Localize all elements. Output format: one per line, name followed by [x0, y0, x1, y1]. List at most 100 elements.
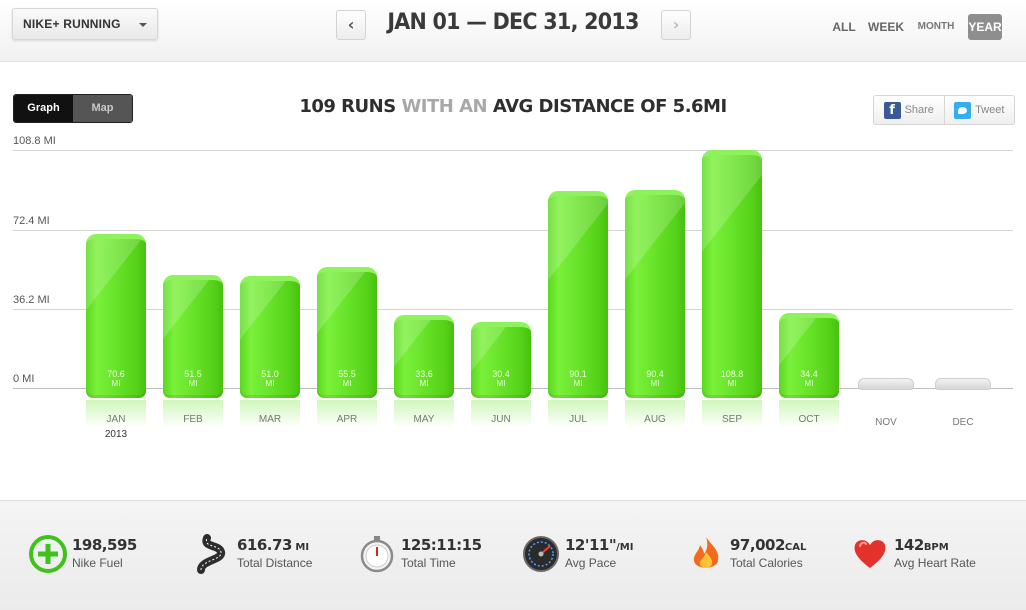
next-period-button[interactable]: › [661, 10, 691, 40]
date-range-title: JAN 01 — DEC 31, 2013 [387, 10, 639, 35]
summary-connector: WITH AN [395, 96, 493, 117]
bar-value-label: 30.4 [492, 369, 510, 379]
bar-value-label: 34.4 [800, 369, 818, 379]
graph-view-button[interactable]: Graph [14, 95, 73, 122]
heart-icon [854, 540, 886, 568]
view-toggle: Graph Map [13, 94, 133, 123]
bar-unit-label: MI [727, 379, 737, 388]
chart-bar-jan[interactable] [86, 233, 146, 398]
bar-reflection [702, 400, 762, 428]
bar-unit-label: MI [265, 379, 275, 388]
y-axis-tick-label: 108.8 MI [13, 134, 56, 147]
chart-bar-may[interactable] [394, 314, 454, 398]
flame-icon [693, 537, 719, 568]
app-selector-dropdown[interactable]: NIKE+ RUNNING [12, 8, 158, 40]
chart-bar-empty-dec [935, 378, 991, 390]
nike-fuel-icon [29, 535, 67, 573]
y-axis-tick-label: 0 MI [13, 372, 35, 385]
stat-label: Total Distance [237, 556, 313, 570]
bar-reflection [394, 400, 454, 428]
x-axis-month-label: AUG [644, 414, 666, 425]
runs-summary: 109 RUNS WITH AN AVG DISTANCE OF 5.6MI [200, 96, 826, 117]
chart-bar-aug[interactable] [625, 190, 685, 398]
chart-bar-jun[interactable] [471, 321, 531, 398]
bar-value-label: 90.1 [569, 369, 587, 379]
x-axis-month-label: OCT [798, 414, 820, 425]
stat-label: Total Calories [730, 556, 803, 570]
x-axis-month-label: JUL [569, 414, 587, 425]
bar-reflection [86, 400, 146, 428]
twitter-tweet-button[interactable]: Tweet [943, 96, 1015, 124]
chart-bar-apr[interactable] [317, 266, 377, 398]
stat-label: Total Time [401, 556, 456, 570]
bar-reflection [548, 400, 608, 428]
period-all-button[interactable]: ALL [832, 20, 856, 34]
chevron-down-icon [139, 23, 147, 27]
y-axis-tick-label: 72.4 MI [13, 214, 50, 227]
stat-value: 142 [894, 536, 924, 554]
stat-value: 97,002 [730, 536, 785, 554]
summary-runs: 109 RUNS [299, 96, 396, 117]
period-year-button[interactable]: YEAR [968, 14, 1002, 40]
stat-value: 198,595 [72, 536, 137, 554]
x-axis-month-label: MAY [413, 414, 435, 425]
y-axis-tick-label: 36.2 MI [13, 293, 50, 306]
chart-bar-sep[interactable] [702, 150, 762, 398]
speedometer-icon [523, 536, 559, 572]
app-selector-label: NIKE+ RUNNING [23, 17, 121, 31]
bar-reflection [240, 400, 300, 428]
monthly-distance-chart: 0 MI 36.2 MI 72.4 MI 108.8 MI 70.6 MI JAN 2013 5… [0, 135, 1026, 450]
bar-unit-label: MI [804, 379, 814, 388]
bar-value-label: 90.4 [646, 369, 664, 379]
bar-reflection [779, 400, 839, 428]
chart-bar-empty-nov [858, 378, 914, 390]
chart-bar-feb[interactable] [163, 275, 223, 398]
twitter-icon [954, 101, 972, 119]
chart-bar-oct[interactable] [779, 312, 839, 398]
facebook-share-button[interactable]: f Share [874, 96, 944, 124]
bar-value-label: 70.6 [107, 369, 125, 379]
bar-unit-label: MI [496, 379, 506, 388]
twitter-tweet-label: Tweet [975, 104, 1005, 116]
bar-unit-label: MI [188, 379, 198, 388]
x-axis-month-label: FEB [183, 414, 203, 425]
previous-period-button[interactable]: ‹ [336, 10, 366, 40]
stat-unit: BPM [923, 542, 949, 553]
facebook-icon: f [883, 101, 901, 119]
period-month-button[interactable]: MONTH [917, 21, 955, 32]
x-axis-month-label: SEP [721, 414, 742, 425]
period-week-button[interactable]: WEEK [868, 20, 904, 34]
stat-unit: /MI [616, 542, 634, 553]
chart-bar-mar[interactable] [240, 276, 300, 398]
bar-reflection [471, 400, 531, 428]
stat-value: 125:11:15 [401, 536, 482, 554]
chart-bar-jul[interactable] [548, 190, 608, 398]
summary-avg-distance: AVG DISTANCE OF 5.6MI [492, 96, 727, 117]
x-axis-month-label: JAN [106, 414, 126, 425]
bar-unit-label: MI [419, 379, 429, 388]
x-axis-month-label: NOV [875, 417, 897, 428]
top-bar: NIKE+ RUNNING ‹ JAN 01 — DEC 31, 2013 › … [0, 0, 1026, 62]
stat-label: Avg Pace [565, 556, 617, 570]
x-axis-year-label: 2013 [104, 429, 128, 440]
x-axis-month-label: APR [336, 414, 358, 425]
bar-value-label: 33.6 [415, 369, 433, 379]
road-icon [197, 534, 225, 574]
bar-value-label: 108.8 [720, 369, 744, 379]
bar-reflection [163, 400, 223, 428]
stat-unit: MI [291, 542, 310, 553]
bar-unit-label: MI [342, 379, 352, 388]
stopwatch-icon [360, 536, 394, 573]
bar-unit-label: MI [650, 379, 660, 388]
stat-value: 616.73 [237, 536, 292, 554]
bar-value-label: 51.0 [261, 369, 279, 379]
stat-label: Nike Fuel [72, 556, 123, 570]
x-axis-month-label: JUN [491, 414, 511, 425]
share-buttons: f Share Tweet [873, 95, 1015, 125]
bar-unit-label: MI [573, 379, 583, 388]
map-view-button[interactable]: Map [73, 95, 132, 122]
bar-value-label: 55.5 [338, 369, 356, 379]
stat-label: Avg Heart Rate [894, 556, 976, 570]
bar-reflection [317, 400, 377, 428]
bar-reflection [625, 400, 685, 428]
